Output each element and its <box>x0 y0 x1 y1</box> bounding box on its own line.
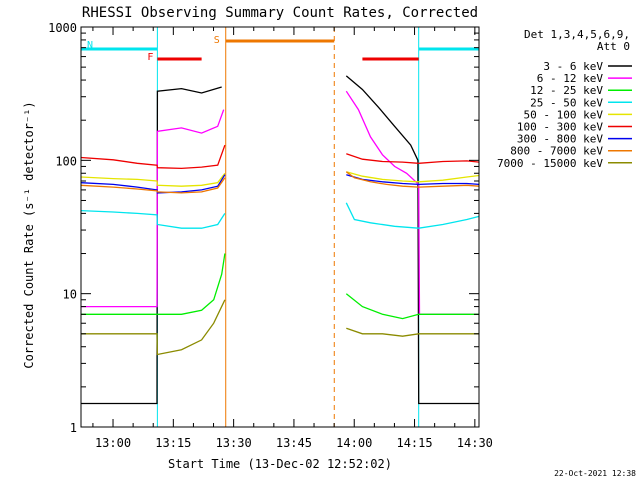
series-line-5 <box>80 144 480 170</box>
series-line-0 <box>81 75 479 405</box>
legend-label: 50 - 100 keV <box>524 108 604 121</box>
legend-label: 25 - 50 keV <box>530 96 603 109</box>
legend-label: 12 - 25 keV <box>530 84 603 97</box>
legend-label: 800 - 7000 keV <box>510 145 603 158</box>
x-tick-label: 13:45 <box>276 436 312 450</box>
series-line-6 <box>80 174 480 194</box>
x-tick-label: 13:15 <box>155 436 191 450</box>
legend-label: 3 - 6 keV <box>543 60 603 73</box>
y-tick-label: 10 <box>63 288 77 302</box>
x-tick-label: 14:15 <box>396 436 432 450</box>
x-tick-label: 13:30 <box>216 436 252 450</box>
y-axis-label: Corrected Count Rate (s⁻¹ detector⁻¹) <box>22 101 36 368</box>
legend-label: 7000 - 15000 keV <box>497 157 603 170</box>
series-line-4 <box>80 171 480 187</box>
series-line-8 <box>81 299 479 356</box>
series-line-2 <box>81 253 479 320</box>
legend-label: 100 - 300 keV <box>517 121 603 134</box>
timestamp: 22-Oct-2021 12:38 <box>554 469 636 478</box>
x-tick-label: 13:00 <box>95 436 131 450</box>
status-label-n: N <box>87 40 93 51</box>
plot-frame <box>80 26 480 428</box>
chart-title: RHESSI Observing Summary Count Rates, Co… <box>82 5 478 21</box>
legend-label: 300 - 800 keV <box>517 133 603 146</box>
series-line-1 <box>81 90 479 315</box>
x-axis-label: Start Time (13-Dec-02 12:52:02) <box>168 457 392 471</box>
legend-header: Att 0 <box>597 40 630 53</box>
series-line-3 <box>80 202 480 229</box>
y-tick-label: 1000 <box>48 21 77 35</box>
y-tick-label: 1 <box>70 421 77 435</box>
legend-label: 6 - 12 keV <box>537 72 604 85</box>
status-label-s: S <box>214 35 220 46</box>
y-tick-label: 100 <box>55 154 77 168</box>
x-tick-label: 14:30 <box>457 436 493 450</box>
series-line-7 <box>80 171 480 194</box>
x-tick-label: 14:00 <box>336 436 372 450</box>
axes: 13:00 13:15 13:30 13:45 14:00 14:15 14:30 1 10 10… <box>48 21 493 450</box>
legend-header: Det 1,3,4,5,6,9, <box>524 28 630 41</box>
status-label-f: F <box>147 52 153 63</box>
plot-area: N F S <box>80 27 480 427</box>
